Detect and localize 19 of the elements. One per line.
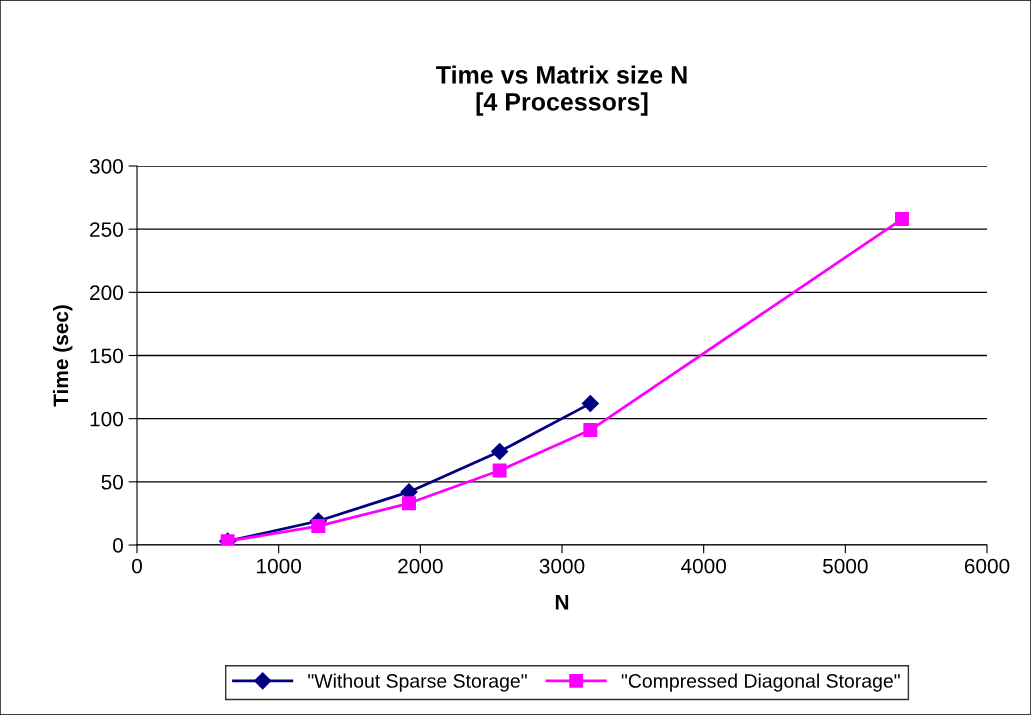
x-tick-label: 0 [132,558,142,574]
x-tick-label: 4000 [680,558,727,574]
x-axis-title: N [555,595,569,610]
x-tick-label: 6000 [964,558,1010,574]
y-axis-title: Time (sec) [52,305,73,407]
y-tick-label: 250 [90,222,123,237]
y-tick-label: 50 [101,474,123,490]
x-tick-label: 2000 [398,558,443,574]
chart-title: Time vs Matrix size N [4 Processors] [436,65,687,116]
y-tick-label: 200 [90,285,123,301]
legend-label: "Compressed Diagonal Storage" [621,673,900,692]
y-tick-label: 300 [89,159,123,174]
x-tick-label: 1000 [257,558,302,574]
x-tick-label: 3000 [539,558,585,574]
y-tick-label: 0 [113,538,123,553]
y-tick-label: 100 [90,411,123,427]
legend-label: "Without Sparse Storage" [308,673,527,692]
x-tick-label: 5000 [823,558,868,574]
y-tick-label: 150 [90,348,123,364]
